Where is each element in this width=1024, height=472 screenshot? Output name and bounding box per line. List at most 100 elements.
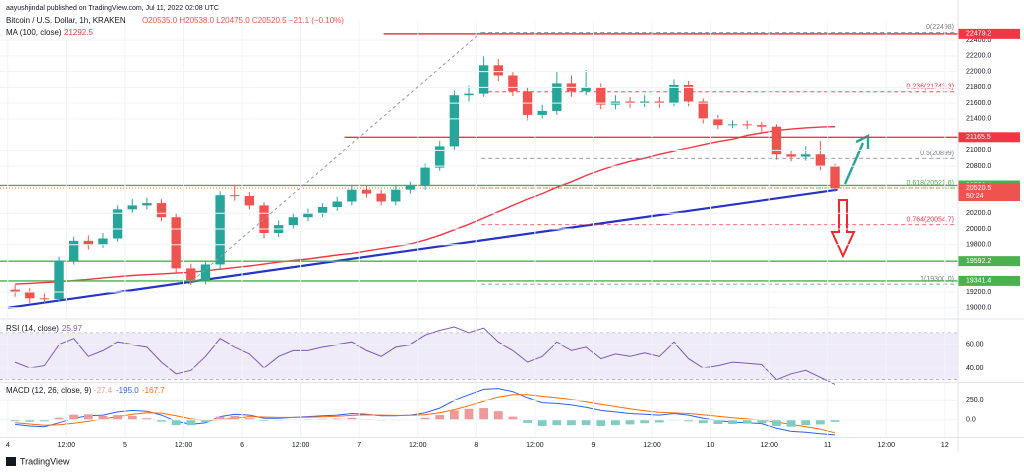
ohlc: O20535.0 H20538.0 L20475.0 C20520.5 −21.… (142, 16, 344, 25)
candle-body (815, 154, 826, 167)
y-tick-label: 19000.0 (966, 305, 991, 312)
histogram-bar (69, 414, 79, 420)
histogram-bar (215, 416, 225, 420)
candle-body (39, 298, 50, 300)
y-tick-label: 20200.0 (966, 210, 991, 217)
y-tick-label: 21600.0 (966, 100, 991, 107)
candle-body (215, 195, 225, 265)
y-tick-label: 20000.0 (966, 226, 991, 233)
moving-average (15, 126, 836, 285)
candle-body (581, 87, 591, 92)
candle-body (420, 167, 430, 186)
candle-body (332, 201, 342, 207)
histogram-bar (640, 419, 650, 424)
histogram-bar (742, 419, 752, 424)
candle-body (288, 217, 298, 226)
x-tick-label: 12 (941, 442, 949, 449)
histogram-bar (552, 419, 562, 426)
histogram-bar (508, 416, 518, 420)
candle-body (830, 166, 840, 189)
candle-body (259, 205, 269, 233)
candle-body (669, 84, 679, 104)
macd-hist-last: -27.4 (94, 386, 113, 395)
histogram-bar (567, 419, 576, 426)
histogram-bar (54, 417, 64, 420)
candle-body (405, 185, 416, 190)
chart-title: Bitcoin / U.S. Dollar, 1h, KRAKEN (6, 16, 126, 25)
x-tick-label: 9 (591, 442, 595, 449)
fib-label: 0.5(20899) (920, 150, 954, 157)
signal-last: -167.7 (142, 386, 165, 395)
candle-body (552, 83, 562, 111)
histogram-bar (347, 417, 357, 420)
candle-body (391, 189, 401, 202)
candle-body (757, 125, 767, 127)
candle-body (683, 84, 694, 102)
histogram-bar (449, 410, 459, 420)
fib-label: 0.764(20054.7) (907, 217, 954, 224)
candle-body (83, 240, 94, 245)
candle-body (596, 87, 606, 105)
histogram-bar (83, 414, 93, 420)
candle-body (435, 146, 445, 168)
x-tick-label: 12:00 (58, 442, 76, 449)
x-tick-label: 12:00 (643, 442, 661, 449)
histogram-bar (801, 419, 811, 426)
trendline (7, 188, 838, 309)
histogram-bar (596, 419, 606, 426)
histogram-bar (171, 419, 181, 426)
x-tick-label: 12:00 (409, 442, 427, 449)
candle-body (54, 260, 64, 300)
x-tick-label: 8 (474, 442, 478, 449)
candle-body (640, 101, 650, 104)
y-tick-label: 19200.0 (966, 289, 991, 296)
candle-body (156, 203, 167, 218)
y-tick-label: 21000.0 (966, 147, 991, 154)
ma-last: 21292.5 (64, 28, 93, 37)
ma-name: MA (100, close) (6, 28, 62, 37)
fib-trend (188, 32, 482, 285)
candle-body (230, 195, 240, 197)
price-tag (958, 132, 1020, 143)
candle-body (200, 264, 211, 281)
price-tag (958, 183, 1020, 202)
candle-body (98, 238, 108, 245)
candle-body (801, 154, 811, 157)
y-tick-label: 60.00 (966, 341, 984, 348)
candle-body (171, 217, 181, 269)
x-tick-label: 10 (707, 442, 715, 449)
histogram-bar (201, 419, 210, 423)
price-tag (958, 28, 1020, 39)
fib-label: 1(19300.0) (920, 276, 954, 283)
histogram-bar (10, 419, 20, 422)
candle-body (713, 118, 723, 126)
histogram-bar (493, 411, 503, 420)
histogram-bar (186, 419, 196, 426)
publisher: aayushjindal published on TradingView.co… (6, 5, 219, 12)
histogram-bar (537, 419, 547, 426)
y-tick-label: 0.0 (966, 417, 976, 424)
rsi-name: RSI (14, close) (6, 324, 59, 333)
histogram-bar (25, 419, 35, 422)
candle-body (625, 101, 635, 104)
histogram-bar (815, 419, 825, 425)
candle-body (376, 193, 386, 202)
price-tag-label: 19341.4 (966, 278, 991, 285)
band-layer (0, 31, 958, 380)
candle-body (786, 154, 796, 157)
x-tick-label: 11 (824, 442, 831, 449)
x-tick-label: 5 (123, 442, 127, 449)
histogram-bar (698, 419, 708, 424)
candle-body (244, 195, 255, 206)
histogram-bar (611, 419, 620, 426)
histogram-bar (98, 415, 108, 420)
y-tick-label: 21400.0 (966, 116, 991, 123)
candle-body (654, 101, 665, 104)
histogram-bar (581, 419, 591, 426)
candle-body (464, 93, 474, 96)
macd-last: -195.0 (116, 386, 139, 395)
x-tick-label: 7 (357, 442, 361, 449)
candle-body (142, 203, 152, 206)
macd-name: MACD (12, 26, close, 9) (6, 386, 92, 395)
candle-body (537, 110, 547, 115)
